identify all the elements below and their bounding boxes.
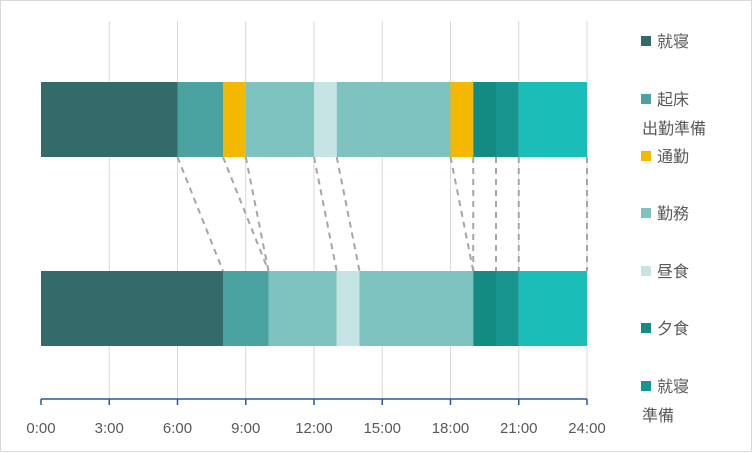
bar-segment-wake_prep <box>177 82 223 157</box>
bar-segment-bed_prep <box>518 82 587 157</box>
bar-segment-bed_prep <box>518 271 587 346</box>
bar-segment-dinner <box>473 82 496 157</box>
bar-segment-work <box>336 82 451 157</box>
x-tick-label: 3:00 <box>95 420 124 437</box>
bar-segment-dinner <box>473 271 496 346</box>
legend-label-lunch: 昼食 <box>657 262 689 281</box>
legend-swatch-dinner <box>641 323 651 333</box>
connector-line <box>335 156 361 272</box>
bar-segment-sleep <box>41 271 223 346</box>
legend-label-bed_prep: 就寝 <box>657 377 689 396</box>
bar-segment-commute <box>223 82 246 157</box>
legend-label-bed_prep: 準備 <box>642 406 674 425</box>
connectors <box>176 156 588 272</box>
x-axis: 0:00 3:00 6:00 9:00 12:00 15:00 18:00 21:00 24:0… <box>26 398 606 437</box>
legend-label-work: 勤務 <box>657 204 689 223</box>
connector-line <box>244 156 270 272</box>
x-tick-label: 9:00 <box>231 420 260 437</box>
legend-label-wake_prep: 出勤準備 <box>642 119 706 138</box>
connector-line <box>313 156 338 272</box>
x-tick-label: 18:00 <box>432 420 470 437</box>
bar-segment-wake_prep <box>223 271 269 346</box>
x-tick-label: 24:00 <box>568 420 606 437</box>
bar-segment-work <box>245 82 314 157</box>
legend-label-commute: 通勤 <box>657 147 689 166</box>
bar-segment-work <box>359 271 474 346</box>
x-tick-label: 21:00 <box>500 420 538 437</box>
x-tick-label: 12:00 <box>295 420 333 437</box>
x-tick-label: 15:00 <box>363 420 401 437</box>
legend-swatch-work <box>641 208 651 218</box>
legend-swatch-sleep <box>641 36 651 46</box>
bar-segment-lunch <box>336 271 360 346</box>
legend-swatch-lunch <box>641 266 651 276</box>
bar-segment-work <box>268 271 337 346</box>
bar-segment-bed_prep <box>496 271 519 346</box>
x-tick-label: 0:00 <box>26 420 55 437</box>
x-tick-label: 6:00 <box>163 420 192 437</box>
legend-swatch-bed_prep <box>641 381 651 391</box>
legend-label-wake_prep: 起床 <box>657 90 689 109</box>
bar-segment-sleep <box>41 82 178 157</box>
bar-segment-bed_prep <box>496 82 519 157</box>
connector-line <box>449 156 475 272</box>
legend-label-dinner: 夕食 <box>657 319 689 338</box>
legend-swatch-wake_prep <box>641 94 651 104</box>
bar-segment-commute <box>450 82 474 157</box>
bar-segment-lunch <box>314 82 337 157</box>
legend-label-sleep: 就寝 <box>657 32 689 51</box>
connector-line <box>222 156 270 272</box>
legend-swatch-commute <box>641 151 651 161</box>
connector-line <box>176 156 224 272</box>
bars <box>41 82 587 346</box>
